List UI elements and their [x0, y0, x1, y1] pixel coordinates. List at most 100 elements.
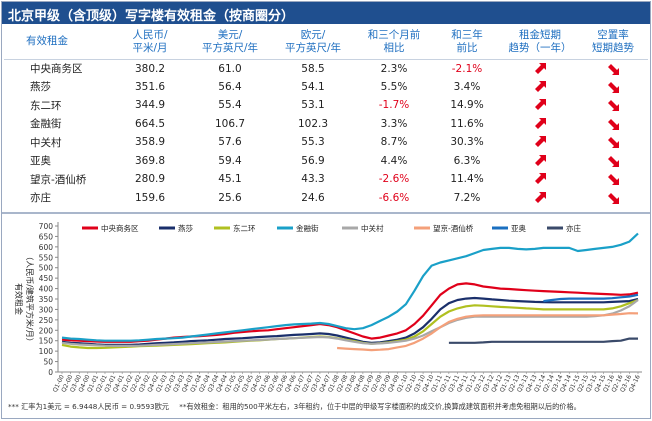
cell-qoq: 5.5% [380, 80, 408, 93]
series-line [61, 296, 639, 346]
y-tick-label: 300 [39, 305, 54, 314]
arrow-down-right-icon [608, 118, 619, 130]
cell-qoq: -2.6% [378, 173, 410, 186]
cell-eur: 56.9 [301, 154, 325, 167]
y-tick-label: 400 [39, 285, 54, 294]
cell-vac-trend [578, 59, 648, 78]
cell-vac-trend [578, 189, 648, 208]
arrow-up-right-icon [535, 173, 546, 185]
cell-vac-trend [578, 152, 648, 171]
legend-entry: 金融街 [296, 223, 319, 233]
cell-rent-trend [502, 152, 578, 171]
cell-eur: 58.5 [301, 62, 325, 75]
series-line [337, 312, 639, 352]
cell-usd: 59.4 [218, 154, 242, 167]
cell-name: 望京-酒仙桥 [30, 173, 87, 186]
y-tick-label: 500 [39, 264, 54, 273]
legend-entry: 中央商务区 [101, 223, 139, 233]
cell-rmb: 344.9 [134, 99, 166, 112]
series-line [543, 293, 639, 303]
y-tick-label: 600 [39, 243, 54, 252]
table-row: 燕莎 351.6 56.4 54.1 5.5% 3.4% [4, 78, 648, 97]
cell-usd: 25.6 [218, 191, 242, 204]
cell-qoq: -6.6% [378, 191, 410, 204]
column-header: 有效租金 [4, 25, 110, 60]
column-header: 和三个月前 相比 [356, 25, 432, 60]
series-line [61, 232, 639, 342]
cell-rent-trend [502, 189, 578, 208]
cell-qoq: -1.7% [378, 99, 410, 112]
arrow-down-right-icon [608, 137, 619, 149]
cell-eur: 24.6 [301, 191, 325, 204]
cell-vac-trend [578, 96, 648, 115]
cell-qoq: 2.3% [380, 62, 408, 75]
y-tick-label: 550 [39, 253, 54, 262]
cell-name: 亦庄 [30, 192, 51, 205]
arrow-up-right-icon [535, 117, 546, 129]
cell-name: 中关村 [30, 136, 62, 149]
cell-vac-trend [578, 115, 648, 134]
y-tick-label: 50 [43, 358, 53, 367]
cell-name: 亚奥 [30, 155, 51, 168]
cell-name: 东二环 [30, 99, 62, 112]
column-header: 美元/平方英尺/年 [190, 25, 270, 60]
cell-eur: 53.1 [301, 99, 325, 112]
cell-eur: 43.3 [301, 173, 325, 186]
cell-qoq: 8.7% [380, 136, 408, 149]
cell-name: 燕莎 [30, 81, 51, 94]
cell-yoy3: 6.3% [453, 154, 481, 167]
cell-rent-trend [502, 59, 578, 78]
y-axis-label: （人民币/建筑平方米/月） [25, 252, 35, 345]
column-header: 欧元/平方英尺/年 [270, 25, 356, 60]
arrow-down-right-icon [608, 155, 619, 167]
series-line [61, 282, 639, 343]
table-row: 望京-酒仙桥 280.9 45.1 43.3 -2.6% 11.4% [4, 170, 648, 189]
cell-usd: 45.1 [218, 173, 242, 186]
arrow-down-right-icon [608, 81, 619, 93]
cell-vac-trend [578, 133, 648, 152]
cell-name: 中央商务区 [30, 63, 83, 75]
series-line [448, 337, 638, 344]
cell-rmb: 159.6 [134, 191, 166, 204]
legend-entry: 望京-酒仙桥 [433, 223, 474, 233]
table-row: 东二环 344.9 55.4 53.1 -1.7% 14.9% [4, 96, 648, 115]
cell-usd: 56.4 [218, 80, 242, 93]
column-header: 租金短期 趋势（一年） [502, 25, 578, 60]
legend-entry: 中关村 [361, 223, 384, 233]
cell-rent-trend [502, 96, 578, 115]
arrow-down-right-icon [608, 192, 619, 204]
column-header: 空置率 短期趋势 [578, 25, 648, 60]
legend-entry: 亦庄 [566, 223, 581, 233]
cell-name: 金融街 [30, 118, 62, 131]
cell-yoy3: 7.2% [453, 191, 481, 204]
cell-vac-trend [578, 170, 648, 189]
cell-yoy3: 14.9% [450, 99, 484, 112]
arrow-down-right-icon [608, 63, 619, 75]
y-tick-label: 250 [39, 316, 54, 325]
arrow-up-right-icon [535, 136, 546, 148]
rent-table: 有效租金 人民币/平米/月 美元/平方英尺/年 欧元/平方英尺/年 和三个月前 相比 和三年… [4, 25, 648, 207]
cell-rent-trend [502, 115, 578, 134]
arrow-up-right-icon [535, 191, 546, 203]
cell-rmb: 280.9 [134, 173, 166, 186]
cell-rent-trend [502, 170, 578, 189]
arrow-up-right-icon [535, 99, 546, 111]
cell-rmb: 369.8 [134, 154, 166, 167]
cell-yoy3: -2.1% [451, 62, 483, 75]
cell-yoy3: 3.4% [453, 80, 481, 93]
y-axis-label: 有效租金 [14, 283, 24, 315]
column-header: 和三年 前比 [432, 25, 502, 60]
arrow-down-right-icon [608, 100, 619, 112]
cell-usd: 106.7 [214, 117, 246, 130]
footnote-exchange-rate: *** 汇率为1美元 = 6.9448人民币 = 0.9593欧元 [8, 402, 169, 411]
section-divider [2, 212, 650, 214]
footnote: *** 汇率为1美元 = 6.9448人民币 = 0.9593欧元 **有效租金… [8, 402, 589, 412]
cell-qoq: 3.3% [380, 117, 408, 130]
cell-usd: 55.4 [218, 99, 242, 112]
cell-rent-trend [502, 78, 578, 97]
y-tick-label: 200 [39, 326, 54, 335]
y-tick-label: 700 [39, 222, 54, 231]
table-row: 亦庄 159.6 25.6 24.6 -6.6% 7.2% [4, 189, 648, 208]
